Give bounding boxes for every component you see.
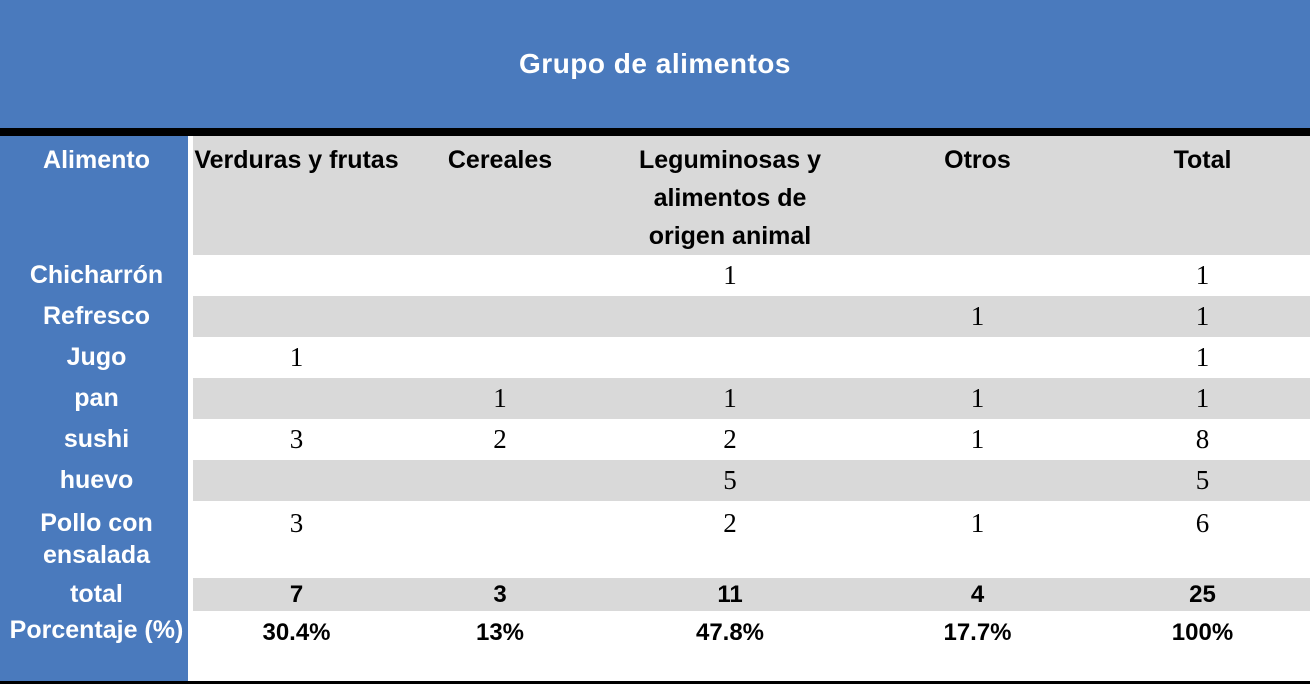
cell-otros: 4 <box>860 578 1095 611</box>
cell-otros: 17.7% <box>860 611 1095 681</box>
cell-total: 8 <box>1095 419 1310 460</box>
cell-otros: 1 <box>860 419 1095 460</box>
cell-otros <box>860 255 1095 296</box>
row-label: Pollo con ensalada <box>0 501 193 578</box>
table-title: Grupo de alimentos <box>519 48 791 79</box>
column-header-label: Verduras y frutas <box>194 146 399 174</box>
cell-verduras: 3 <box>193 419 400 460</box>
row-label: sushi <box>0 419 193 460</box>
cell-cereales <box>400 255 600 296</box>
cell-otros <box>860 337 1095 378</box>
cell-leguminosas <box>600 337 860 378</box>
cell-cereales: 3 <box>400 578 600 611</box>
cell-verduras: 3 <box>193 501 400 578</box>
cell-total: 6 <box>1095 501 1310 578</box>
table-header-row: Alimento Verduras y frutas Cereales Legu… <box>0 136 1310 255</box>
cell-otros: 1 <box>860 501 1095 578</box>
cell-verduras: 1 <box>193 337 400 378</box>
column-header-label: Otros <box>944 146 1011 174</box>
column-header-label: Leguminosas y alimentos de origen animal <box>639 146 821 250</box>
cell-total: 1 <box>1095 378 1310 419</box>
table-row-total: total 7 3 11 4 25 <box>0 578 1310 611</box>
row-label: pan <box>0 378 193 419</box>
table-row-porcentaje: Porcentaje (%) 30.4% 13% 47.8% 17.7% 100… <box>0 611 1310 681</box>
table-title-banner: Grupo de alimentos <box>0 0 1310 128</box>
table-row-chicharron: Chicharrón 1 1 <box>0 255 1310 296</box>
cell-cereales: 13% <box>400 611 600 681</box>
cell-verduras <box>193 460 400 501</box>
cell-total: 1 <box>1095 255 1310 296</box>
table-row-pan: pan 1 1 1 1 <box>0 378 1310 419</box>
row-label: Porcentaje (%) <box>0 611 193 681</box>
cell-verduras <box>193 378 400 419</box>
cell-cereales <box>400 460 600 501</box>
cell-otros: 1 <box>860 296 1095 337</box>
cell-total: 1 <box>1095 337 1310 378</box>
cell-verduras: 7 <box>193 578 400 611</box>
cell-total: 5 <box>1095 460 1310 501</box>
row-label: huevo <box>0 460 193 501</box>
bottom-border-line <box>0 681 1310 684</box>
row-label: Refresco <box>0 296 193 337</box>
cell-leguminosas: 11 <box>600 578 860 611</box>
cell-verduras <box>193 296 400 337</box>
cell-total: 1 <box>1095 296 1310 337</box>
column-header-alimento: Alimento <box>0 136 193 255</box>
table-row-pollo-con-ensalada: Pollo con ensalada 3 2 1 6 <box>0 501 1310 578</box>
cell-cereales <box>400 501 600 578</box>
cell-leguminosas: 1 <box>600 378 860 419</box>
column-header-cereales: Cereales <box>400 136 600 255</box>
cell-cereales <box>400 296 600 337</box>
cell-leguminosas: 2 <box>600 419 860 460</box>
cell-cereales: 2 <box>400 419 600 460</box>
column-header-label: Cereales <box>447 146 553 174</box>
table-row-refresco: Refresco 1 1 <box>0 296 1310 337</box>
cell-total: 25 <box>1095 578 1310 611</box>
column-header-leguminosas: Leguminosas y alimentos de origen animal <box>600 136 860 255</box>
cell-cereales <box>400 337 600 378</box>
cell-leguminosas <box>600 296 860 337</box>
cell-leguminosas: 2 <box>600 501 860 578</box>
cell-otros: 1 <box>860 378 1095 419</box>
row-label: Jugo <box>0 337 193 378</box>
table-row-sushi: sushi 3 2 2 1 8 <box>0 419 1310 460</box>
cell-otros <box>860 460 1095 501</box>
column-header-total: Total <box>1095 136 1310 255</box>
cell-total: 100% <box>1095 611 1310 681</box>
row-label: Chicharrón <box>0 255 193 296</box>
table-row-huevo: huevo 5 5 <box>0 460 1310 501</box>
food-groups-table: Alimento Verduras y frutas Cereales Legu… <box>0 136 1310 681</box>
row-label: total <box>0 578 193 611</box>
column-header-otros: Otros <box>860 136 1095 255</box>
cell-cereales: 1 <box>400 378 600 419</box>
table-row-jugo: Jugo 1 1 <box>0 337 1310 378</box>
cell-verduras: 30.4% <box>193 611 400 681</box>
cell-leguminosas: 47.8% <box>600 611 860 681</box>
banner-separator-line <box>0 128 1310 136</box>
column-header-verduras-y-frutas: Verduras y frutas <box>193 136 400 255</box>
cell-verduras <box>193 255 400 296</box>
cell-leguminosas: 1 <box>600 255 860 296</box>
cell-leguminosas: 5 <box>600 460 860 501</box>
column-header-label: Total <box>1173 146 1232 174</box>
